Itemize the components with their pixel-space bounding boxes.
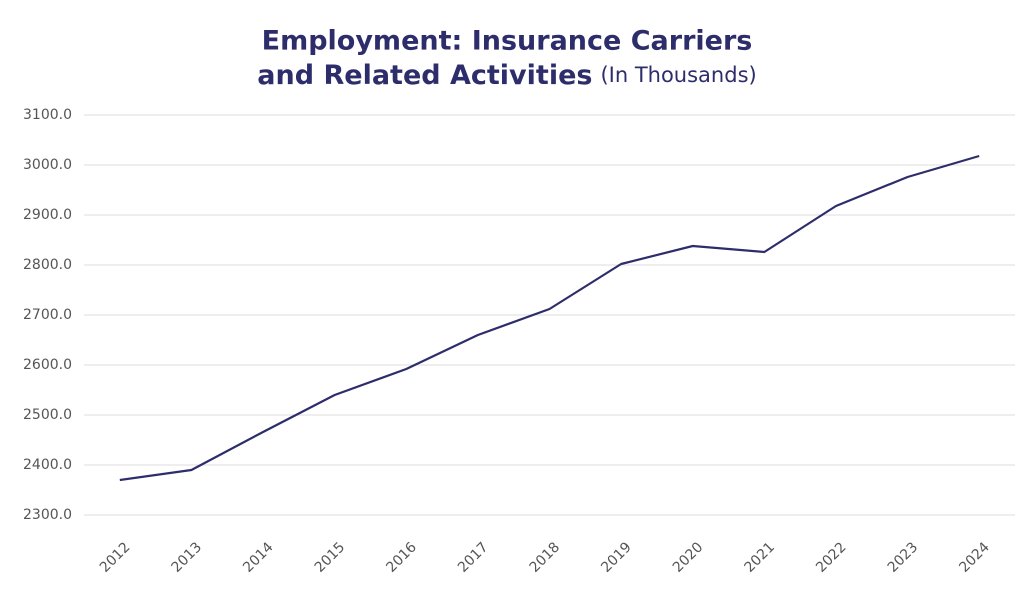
y-tick-label: 2900.0 xyxy=(23,207,72,223)
data-line xyxy=(119,154,980,482)
x-tick-label: 2022 xyxy=(813,539,850,576)
y-tick-label: 2500.0 xyxy=(23,407,72,423)
y-tick-label: 3000.0 xyxy=(23,157,72,173)
x-tick-label: 2018 xyxy=(527,539,564,576)
x-tick-label: 2023 xyxy=(885,539,922,576)
chart-title: and Related Activities (In Thousands) xyxy=(257,60,756,91)
chart-title: Employment: Insurance Carriers xyxy=(262,26,753,57)
y-tick-label: 2800.0 xyxy=(23,257,72,273)
x-tick-label: 2024 xyxy=(956,539,993,576)
x-tick-label: 2017 xyxy=(455,539,492,576)
x-tick-label: 2016 xyxy=(383,539,420,576)
y-tick-label: 2300.0 xyxy=(23,507,72,523)
y-tick-label: 2700.0 xyxy=(23,307,72,323)
x-tick-label: 2012 xyxy=(97,539,134,576)
x-tick-label: 2020 xyxy=(670,539,707,576)
chart-title: and Related Activities xyxy=(257,60,592,91)
x-tick-label: 2014 xyxy=(240,539,277,576)
x-tick-label: 2015 xyxy=(312,539,349,576)
y-tick-label: 2400.0 xyxy=(23,457,72,473)
x-tick-label: 2013 xyxy=(169,539,206,576)
y-tick-label: 2600.0 xyxy=(23,357,72,373)
chart-subtitle: (In Thousands) xyxy=(600,63,756,87)
y-tick-label: 3100.0 xyxy=(23,107,72,123)
x-tick-label: 2021 xyxy=(741,539,778,576)
x-tick-label: 2019 xyxy=(598,539,635,576)
